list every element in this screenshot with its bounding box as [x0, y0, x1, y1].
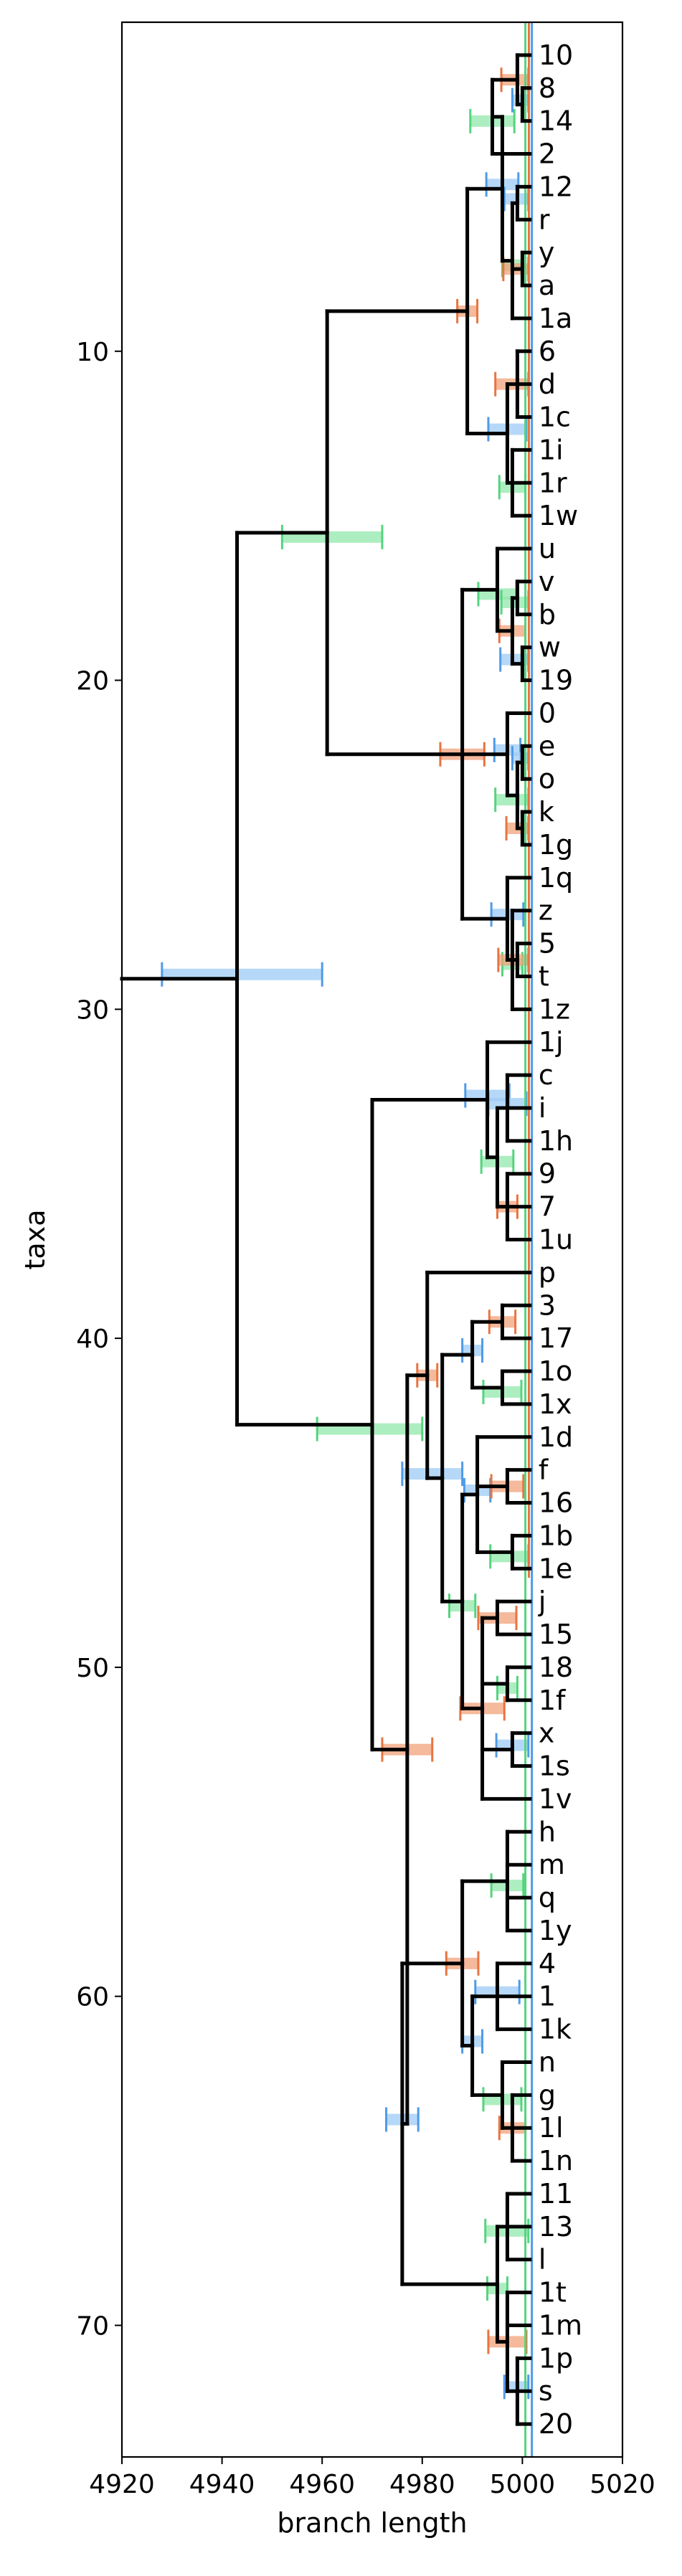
leaf-label: 1e — [539, 1553, 573, 1584]
leaf-label: c — [539, 1059, 554, 1091]
leaf-label: 1l — [539, 2112, 564, 2144]
leaf-label: 3 — [539, 1289, 556, 1321]
leaf-label: n — [539, 2046, 556, 2078]
leaf-label: 1w — [539, 500, 578, 531]
leaf-label: 4 — [539, 1948, 556, 1979]
leaf-label: 20 — [539, 2408, 573, 2440]
y-tick-label: 50 — [76, 1654, 109, 1683]
leaf-label: w — [539, 632, 561, 663]
y-tick-label: 30 — [76, 995, 109, 1025]
leaf-label: l — [539, 2244, 546, 2276]
leaf-label: 1d — [539, 1421, 573, 1453]
leaf-label: 1y — [539, 1915, 572, 1946]
leaf-label: 11 — [539, 2178, 573, 2210]
leaf-label: z — [539, 895, 553, 927]
leaf-label: 18 — [539, 1652, 573, 1683]
leaf-label: 1k — [539, 2014, 572, 2045]
leaf-label: 1s — [539, 1751, 570, 1782]
leaf-label: 12 — [539, 171, 573, 202]
leaf-label: k — [539, 796, 554, 828]
leaf-label: 1o — [539, 1355, 572, 1387]
y-axis-label: taxa — [19, 1210, 51, 1270]
leaf-label: 5 — [539, 928, 556, 960]
leaf-label: 7 — [539, 1191, 556, 1223]
leaf-label: 9 — [539, 1158, 556, 1190]
leaf-label: y — [539, 237, 555, 268]
x-tick-label: 4980 — [389, 2470, 455, 2499]
leaf-label: 0 — [539, 697, 556, 729]
leaf-label: 1m — [539, 2309, 582, 2341]
leaf-label: 1x — [539, 1388, 572, 1420]
leaf-label: 1t — [539, 2277, 567, 2309]
y-tick-label: 10 — [76, 338, 109, 367]
leaf-label: 1v — [539, 1783, 572, 1814]
leaf-label: b — [539, 599, 556, 630]
leaf-label: 1h — [539, 1125, 573, 1157]
leaf-label: 6 — [539, 336, 556, 367]
leaf-label: o — [539, 763, 555, 795]
leaf-label: 1n — [539, 2145, 573, 2177]
leaf-label: v — [539, 566, 555, 597]
leaf-label: 19 — [539, 665, 573, 696]
x-tick-label: 5020 — [589, 2470, 655, 2499]
leaf-label: 17 — [539, 1322, 573, 1354]
leaf-label: e — [539, 730, 555, 762]
y-tick-label: 60 — [76, 1983, 109, 2012]
x-axis-label: branch length — [277, 2507, 467, 2539]
plot-frame — [120, 21, 624, 2458]
leaf-label: 16 — [539, 1487, 573, 1519]
leaf-label: m — [539, 1849, 565, 1880]
leaf-label: 1a — [539, 303, 572, 334]
leaf-label: t — [539, 960, 549, 992]
leaf-label: 1b — [539, 1520, 573, 1551]
leaf-label: 8 — [539, 72, 556, 104]
leaf-label: 15 — [539, 1619, 573, 1650]
leaf-label: 1i — [539, 434, 564, 465]
leaf-label: i — [539, 1092, 546, 1124]
y-tick-label: 70 — [76, 2311, 109, 2341]
x-tick-label: 4920 — [89, 2470, 155, 2499]
leaf-label: 1p — [539, 2342, 573, 2374]
leaf-label: 13 — [539, 2211, 573, 2243]
leaf-label: r — [539, 204, 550, 235]
leaf-label: 2 — [539, 138, 556, 170]
leaf-label: u — [539, 533, 556, 564]
leaf-label: 1g — [539, 829, 573, 861]
y-tick-label: 40 — [76, 1325, 109, 1354]
leaf-label: s — [539, 2375, 553, 2407]
leaf-label: a — [539, 270, 555, 301]
x-tick-label: 4960 — [289, 2470, 355, 2499]
leaf-label: h — [539, 1816, 556, 1847]
x-tick-label: 5000 — [490, 2470, 556, 2499]
leaf-label: p — [539, 1256, 556, 1288]
leaf-label: d — [539, 369, 556, 400]
leaf-label: 1u — [539, 1224, 573, 1256]
y-tick-label: 20 — [76, 667, 109, 696]
leaf-label: 1c — [539, 402, 571, 433]
leaf-label: x — [539, 1718, 555, 1749]
leaf-label: q — [539, 1882, 556, 1913]
leaf-label: 1j — [539, 1026, 564, 1058]
leaf-label: g — [539, 2079, 556, 2111]
leaf-label: 1 — [539, 1981, 556, 2012]
leaf-label: 1q — [539, 862, 573, 894]
leaf-label: 1f — [539, 1685, 567, 1716]
leaf-label: 10 — [539, 39, 573, 71]
leaf-label: j — [538, 1586, 546, 1617]
leaf-label: 1r — [539, 467, 567, 498]
leaf-label: 14 — [539, 105, 573, 137]
leaf-label: 1z — [539, 993, 570, 1025]
leaf-label: f — [539, 1454, 549, 1486]
x-tick-label: 4940 — [189, 2470, 255, 2499]
